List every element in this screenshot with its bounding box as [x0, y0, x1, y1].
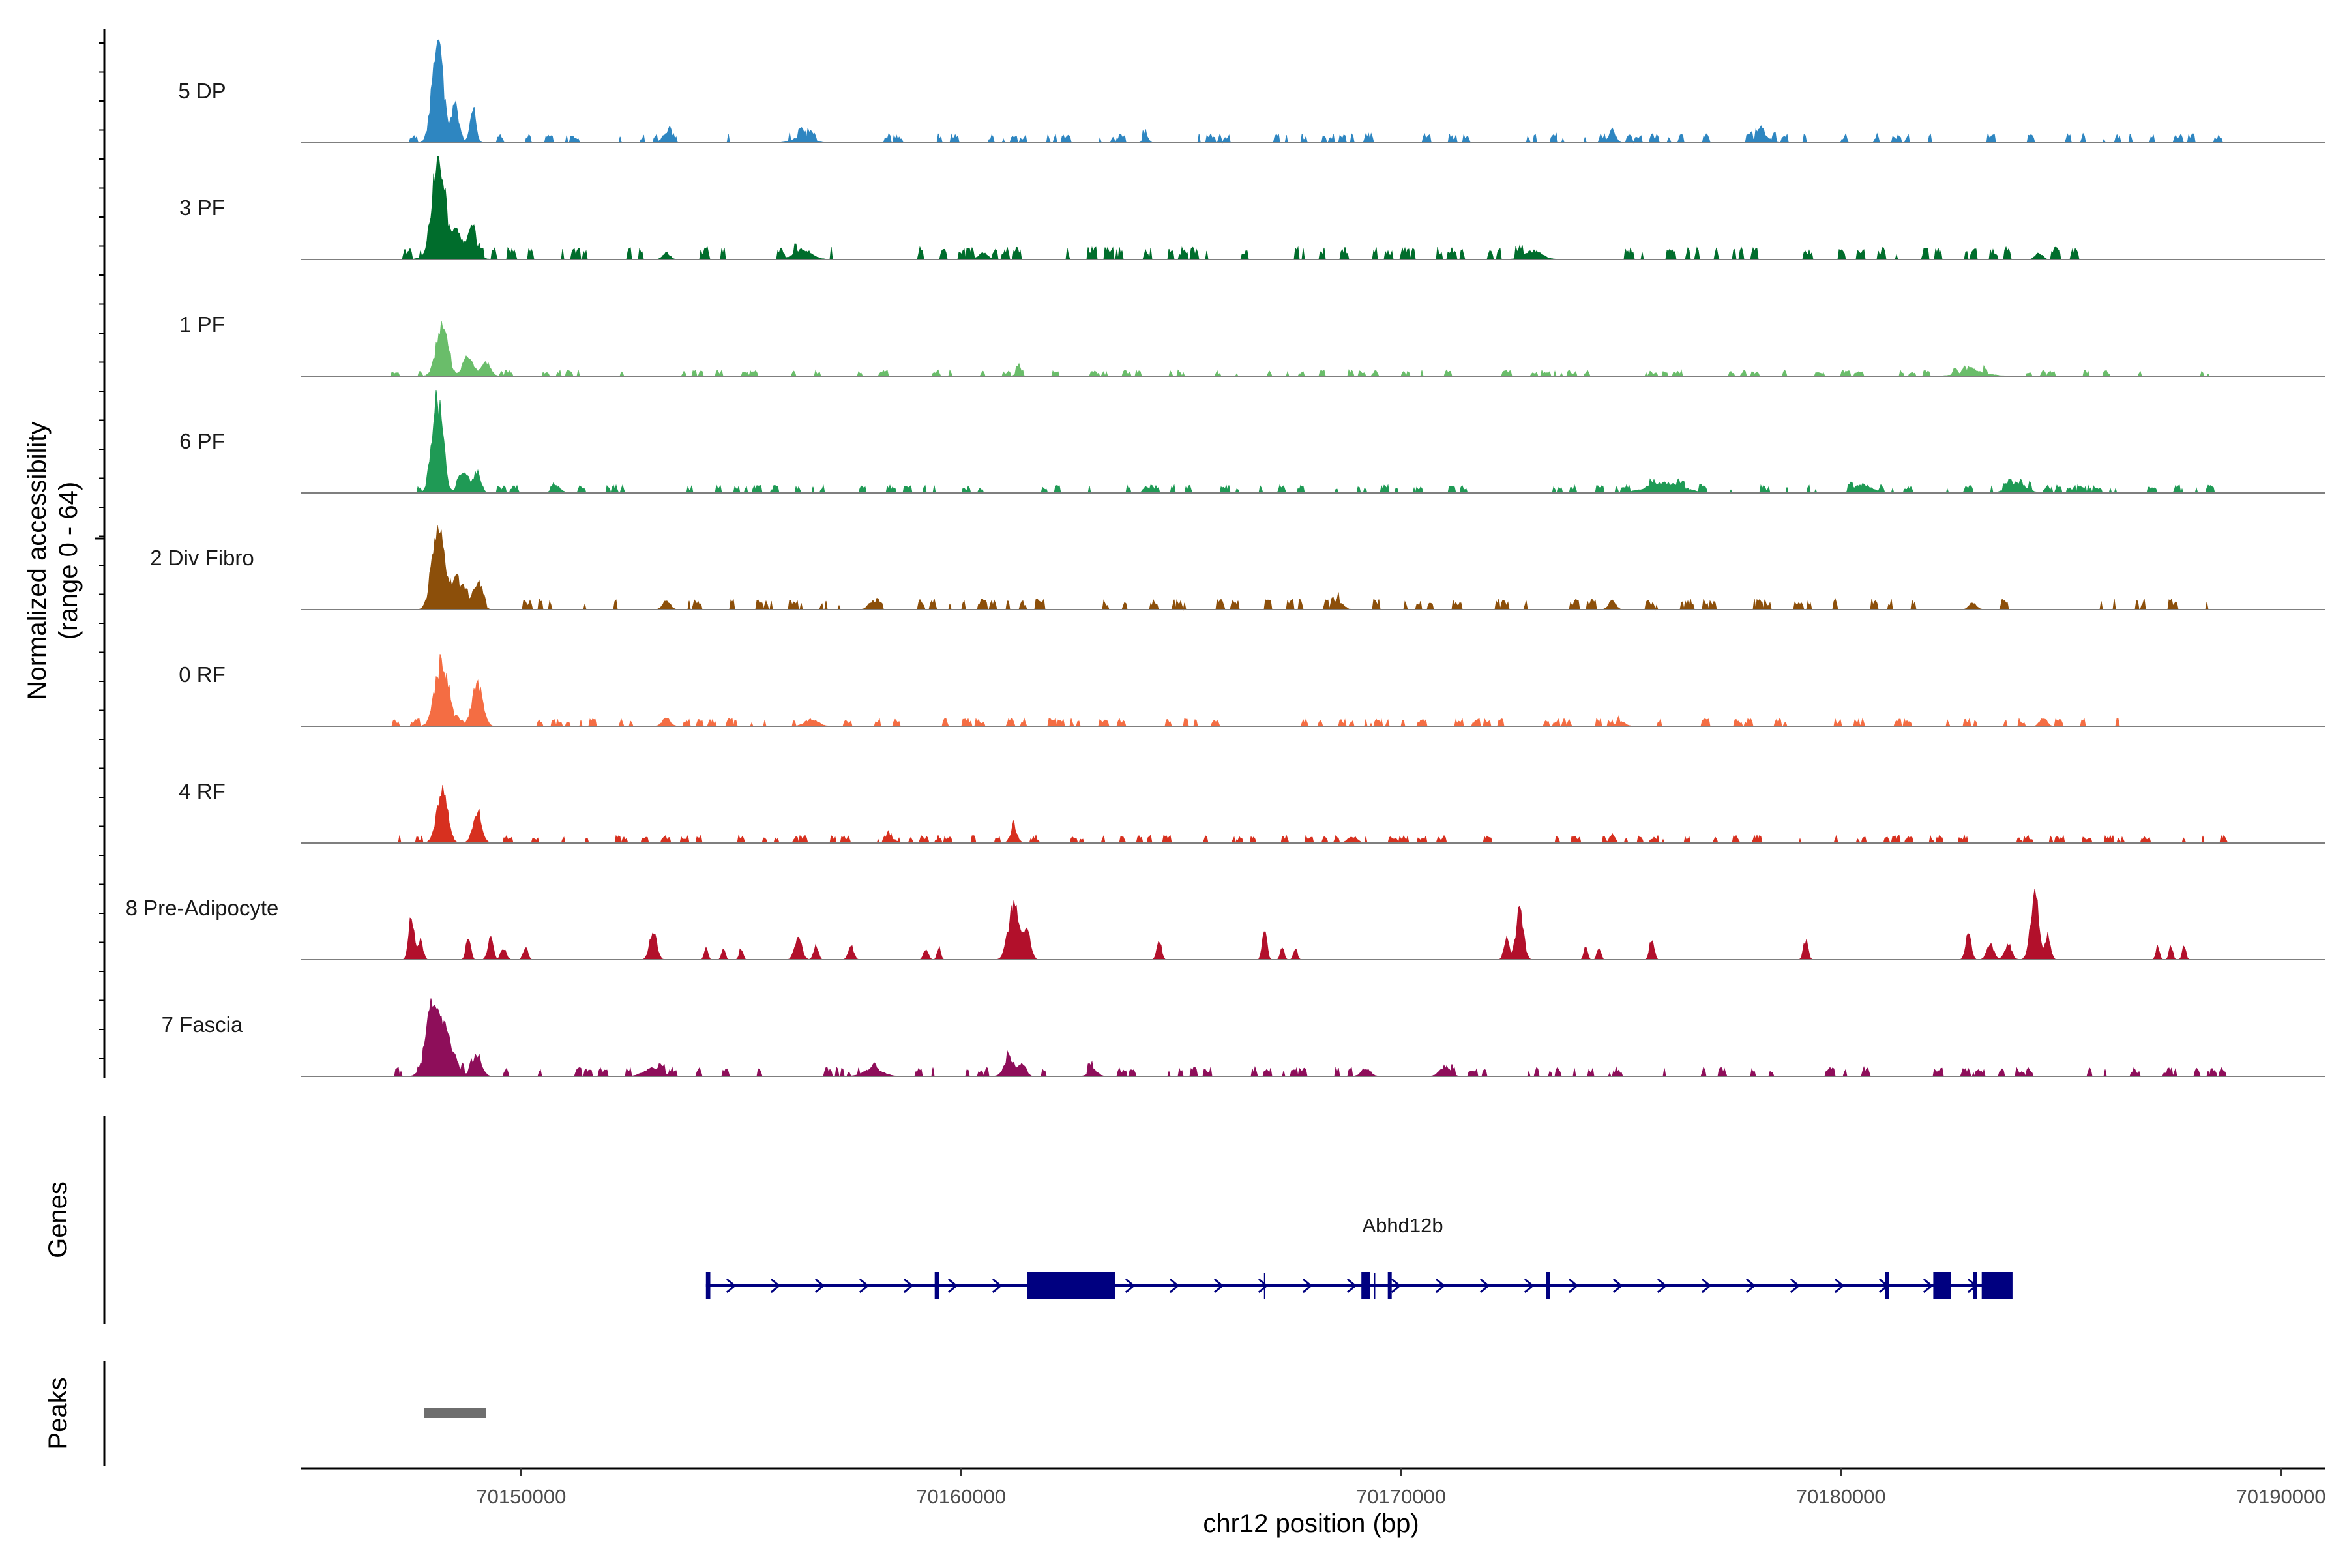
strand-arrow	[1524, 1278, 1535, 1294]
track-label: 1 PF	[179, 312, 225, 336]
strand-arrow	[1657, 1278, 1668, 1294]
gene-abhd12b: Abhd12b	[705, 1214, 2013, 1299]
peak-track	[424, 1408, 486, 1418]
strand-arrow	[814, 1278, 825, 1294]
x-tick-label: 70170000	[1356, 1485, 1446, 1508]
gene-exon	[1885, 1272, 1889, 1299]
y-axis-range: (range 0 - 64)	[54, 482, 83, 640]
strand-arrow	[1701, 1278, 1712, 1294]
gene-exon	[1387, 1272, 1392, 1299]
x-tick-label: 70150000	[476, 1485, 566, 1508]
coverage-area	[389, 389, 2228, 494]
track-4-rf: 4 RF	[179, 779, 2325, 844]
gene-exon	[1546, 1272, 1550, 1299]
gene-track: Abhd12b	[705, 1214, 2013, 1299]
track-1-pf: 1 PF	[179, 312, 2325, 377]
strand-arrow	[1745, 1278, 1756, 1294]
strand-arrow	[726, 1278, 737, 1294]
strand-arrow	[1302, 1278, 1313, 1294]
y-axis-title: Normalized accessibility	[23, 422, 52, 700]
track-8-pre-adipocyte: 8 Pre-Adipocyte	[126, 889, 2325, 960]
strand-arrow	[770, 1278, 781, 1294]
gene-exon	[1933, 1272, 1951, 1299]
coverage-area	[389, 156, 2083, 260]
gene-exon	[1973, 1272, 1977, 1299]
track-0-rf: 0 RF	[179, 654, 2325, 728]
x-axis-ticks: 70150000 70160000 70170000 70180000 70190000	[476, 1468, 2325, 1508]
strand-arrow	[1479, 1278, 1490, 1294]
track-label: 7 Fascia	[162, 1013, 243, 1037]
gene-name-label: Abhd12b	[1362, 1214, 1443, 1237]
track-3-pf: 3 PF	[179, 156, 2325, 260]
strand-arrow	[1568, 1278, 1579, 1294]
x-tick-label: 70160000	[916, 1485, 1006, 1508]
coverage-area	[389, 321, 2233, 377]
x-tick-label: 70180000	[1796, 1485, 1886, 1508]
peaks-track-label: Peaks	[44, 1377, 72, 1449]
strand-arrow	[1346, 1278, 1357, 1294]
coverage-area	[389, 654, 2127, 728]
strand-arrow	[947, 1278, 958, 1294]
gene-exon	[934, 1272, 939, 1299]
strand-arrow	[1213, 1278, 1224, 1294]
coverage-area	[402, 39, 2228, 144]
strand-arrow	[1169, 1278, 1180, 1294]
gene-exon	[1027, 1272, 1115, 1299]
track-5-dp: 5 DP	[178, 39, 2325, 144]
strand-arrow	[1435, 1278, 1446, 1294]
peak-region	[424, 1408, 486, 1418]
track-label: 2 Div Fibro	[150, 546, 254, 570]
y-axis	[95, 29, 106, 1078]
strand-arrow	[1391, 1278, 1402, 1294]
x-tick-label: 70190000	[2236, 1485, 2326, 1508]
track-7-fascia: 7 Fascia	[162, 998, 2325, 1078]
x-axis-title: chr12 position (bp)	[1203, 1509, 1419, 1538]
coverage-area	[389, 784, 2228, 844]
strand-arrow	[1834, 1278, 1845, 1294]
track-label: 4 RF	[179, 779, 226, 803]
track-label: 6 PF	[179, 429, 225, 453]
coverage-tracks: 5 DP 3 PF 1 PF 6 PF 2 Div Fibro 0 RF 4 RF 8 Pre…	[126, 39, 2325, 1078]
track-label: 3 PF	[179, 196, 225, 220]
strand-arrow	[1258, 1278, 1269, 1294]
strand-arrow	[992, 1278, 1003, 1294]
genes-track-label: Genes	[44, 1181, 72, 1258]
coverage-area	[389, 889, 2228, 960]
strand-arrow	[1125, 1278, 1136, 1294]
strand-arrow	[1923, 1278, 1934, 1294]
track-label: 8 Pre-Adipocyte	[126, 896, 279, 920]
gene-exon	[705, 1272, 711, 1299]
track-label: 5 DP	[178, 79, 226, 103]
gene-exon	[1361, 1272, 1370, 1299]
strand-arrow	[1612, 1278, 1623, 1294]
coverage-area	[389, 998, 2228, 1078]
coverage-area	[389, 525, 2228, 611]
gene-exon	[1981, 1272, 2013, 1299]
strand-arrow	[903, 1278, 914, 1294]
strand-arrow	[859, 1278, 870, 1294]
track-label: 0 RF	[179, 662, 226, 687]
track-2-div-fibro: 2 Div Fibro	[150, 525, 2325, 611]
strand-arrow	[1790, 1278, 1801, 1294]
track-6-pf: 6 PF	[179, 389, 2325, 494]
